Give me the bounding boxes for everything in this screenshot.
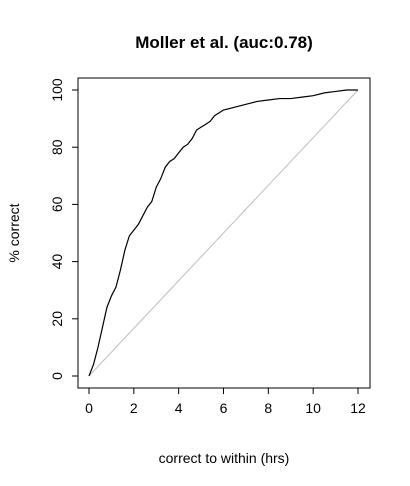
x-tick-label: 4 [175, 400, 183, 416]
x-tick-label: 12 [350, 400, 366, 416]
reference-diagonal-line [88, 89, 359, 377]
x-axis: 0 2 4 6 8 10 12 [85, 387, 366, 416]
y-tick-label: 60 [49, 196, 65, 212]
x-axis-label: correct to within (hrs) [159, 450, 290, 466]
chart-title: Moller et al. (auc:0.78) [135, 33, 313, 52]
y-axis: 0 20 40 60 80 100 [49, 78, 79, 380]
y-tick-label: 100 [49, 78, 65, 102]
y-tick-label: 0 [49, 372, 65, 380]
y-tick-label: 20 [49, 311, 65, 327]
x-tick-label: 10 [305, 400, 321, 416]
x-tick-label: 2 [130, 400, 138, 416]
x-tick-label: 8 [264, 400, 272, 416]
x-tick-label: 0 [85, 400, 93, 416]
y-tick-label: 40 [49, 254, 65, 270]
accuracy-curve-line [88, 89, 358, 377]
y-tick-label: 80 [49, 139, 65, 155]
x-tick-label: 6 [220, 400, 228, 416]
y-axis-label: % correct [6, 203, 22, 262]
